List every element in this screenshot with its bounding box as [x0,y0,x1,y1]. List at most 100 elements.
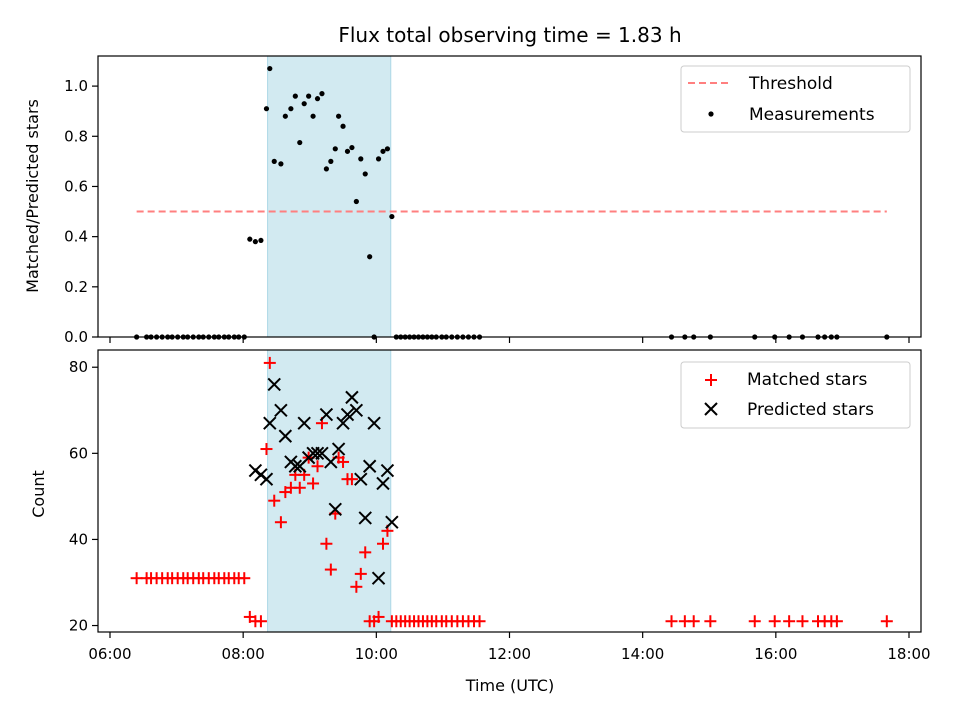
matched-stars-point [263,356,276,369]
top-y-tick-label: 0.2 [64,278,88,296]
x-axis-label: Time (UTC) [465,676,554,695]
top-observing-window-shade [267,55,392,338]
predicted-stars-point [371,571,386,585]
x-tick-label: 06:00 [88,645,131,663]
matched-stars-point [254,615,267,628]
x-tick-label: 10:00 [355,645,398,663]
measurement-point [301,101,307,107]
x-tick-label: 12:00 [488,645,531,663]
predicted-stars-point [263,416,277,430]
predicted-stars-point [297,416,311,430]
matched-stars-point [665,615,678,628]
matched-stars-point [359,546,372,559]
predicted-stars-point [376,476,390,491]
measurement-point [380,148,386,154]
bottom-y-ticks: 20 40 60 80 [69,358,98,635]
predicted-stars-point [259,472,274,486]
top-y-tick-label: 0.6 [64,177,88,195]
predicted-stars-point [345,390,359,405]
measurement-point [297,139,303,146]
predicted-stars-point [349,403,364,417]
measurement-point [340,123,346,129]
matched-stars-point [324,563,337,576]
matched-stars-point [320,537,333,550]
matched-stars-point [768,615,781,628]
matched-stars-point [704,615,717,628]
measurement-point [375,156,382,162]
chart-title: Flux total observing time = 1.83 h [338,23,681,47]
top-measurement-points [134,65,890,340]
matched-stars-point [796,615,809,628]
matched-stars-point [260,443,273,456]
measurement-point [306,93,312,99]
legend-measurements-label: Measurements [749,105,875,125]
legend-measurements-swatch [708,111,714,117]
measurement-point [247,236,253,242]
measurement-point [267,65,273,72]
predicted-stars-point [267,377,281,392]
bottom-predicted-points [248,377,399,585]
predicted-stars-point [367,416,381,430]
matched-stars-point [354,567,367,580]
legend-predicted-label: Predicted stars [747,400,874,420]
measurement-point [344,148,351,154]
measurement-point [278,161,284,167]
measurement-point [367,254,373,260]
measurement-point [332,146,338,152]
predicted-stars-point [385,515,399,529]
matched-stars-point [880,615,893,628]
measurement-point [288,106,294,112]
bottom-y-axis-label: Count [29,470,48,518]
measurement-point [292,93,298,99]
matched-stars-point [350,580,363,593]
top-y-tick-label: 0.0 [64,328,88,346]
matched-stars-point [238,572,251,585]
measurement-point [271,158,277,164]
predicted-stars-point [354,472,368,486]
bottom-y-tick-label: 80 [69,358,88,376]
measurement-point [258,237,264,244]
bottom-x-ticks: 06:00 08:00 10:00 12:00 14:00 16:00 18:00 [88,632,931,663]
measurement-point [263,106,270,112]
measurement-point [282,113,288,119]
bottom-y-tick-label: 20 [69,617,88,635]
measurement-point [384,146,391,152]
matched-stars-point [372,610,385,623]
measurement-point [328,158,334,164]
matched-stars-point [274,516,287,529]
top-legend: Threshold Measurements [680,65,911,133]
bottom-y-tick-label: 40 [69,530,88,548]
measurement-point [389,213,395,220]
top-y-tick-label: 0.4 [64,228,88,246]
matched-stars-point [376,537,389,550]
x-tick-label: 16:00 [754,645,797,663]
legend-matched-swatch [705,374,717,386]
measurement-point [349,144,355,151]
legend-predicted-swatch [704,402,718,416]
legend-matched-label: Matched stars [747,370,867,390]
measurement-point [353,198,359,205]
matched-stars-point [830,615,843,628]
predicted-stars-point [336,416,350,430]
matched-stars-point [748,615,761,628]
predicted-stars-point [358,511,372,525]
top-y-tick-label: 1.0 [64,77,88,95]
predicted-stars-point [278,429,293,443]
measurement-point [358,156,364,162]
legend-threshold-label: Threshold [748,74,833,94]
top-y-axis-label: Matched/Predicted stars [23,99,42,293]
matched-stars-point [783,615,796,628]
matched-stars-point [687,615,700,628]
matched-stars-point [337,455,350,468]
measurement-point [252,239,258,245]
bottom-matched-points [130,356,893,628]
predicted-stars-point [380,463,395,478]
matched-stars-point [268,494,281,507]
top-x-ticks [109,337,910,343]
x-tick-label: 08:00 [222,645,265,663]
top-y-tick-label: 0.8 [64,127,88,145]
bottom-legend: Matched stars Predicted stars [680,361,911,429]
matched-stars-point [307,477,320,490]
predicted-stars-point [319,407,334,422]
